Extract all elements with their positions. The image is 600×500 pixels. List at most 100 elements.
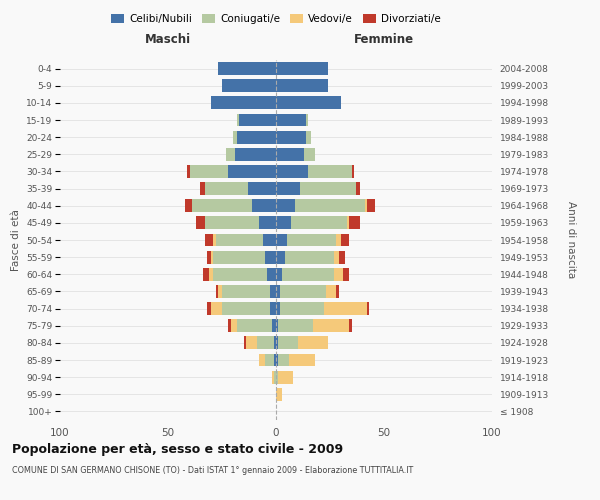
Bar xyxy=(337,285,338,298)
Bar xyxy=(185,200,192,212)
Bar xyxy=(276,96,341,110)
Bar xyxy=(367,200,376,212)
Bar xyxy=(334,268,343,280)
Bar xyxy=(280,285,326,298)
Bar xyxy=(289,354,315,366)
Bar xyxy=(207,250,211,264)
Bar xyxy=(276,80,328,92)
Bar xyxy=(257,336,274,349)
Bar xyxy=(237,320,272,332)
Bar xyxy=(244,336,246,349)
Bar xyxy=(367,302,369,315)
Bar xyxy=(272,370,274,384)
Bar xyxy=(356,182,360,195)
Bar xyxy=(276,320,278,332)
Bar xyxy=(205,182,248,195)
Bar xyxy=(276,268,283,280)
Bar xyxy=(203,268,209,280)
Bar xyxy=(274,354,276,366)
Bar xyxy=(215,285,218,298)
Bar xyxy=(205,234,214,246)
Bar xyxy=(222,302,269,315)
Bar xyxy=(276,182,300,195)
Bar xyxy=(276,148,304,160)
Bar xyxy=(187,165,190,178)
Bar xyxy=(218,62,276,75)
Bar xyxy=(343,268,349,280)
Bar xyxy=(268,268,276,280)
Bar xyxy=(211,96,276,110)
Bar xyxy=(239,114,276,126)
Bar xyxy=(276,250,284,264)
Bar xyxy=(349,216,360,230)
Text: Popolazione per età, sesso e stato civile - 2009: Popolazione per età, sesso e stato civil… xyxy=(12,442,343,456)
Bar xyxy=(229,165,276,178)
Bar xyxy=(276,336,278,349)
Bar xyxy=(334,250,338,264)
Bar xyxy=(365,200,367,212)
Bar xyxy=(200,182,205,195)
Bar xyxy=(349,320,352,332)
Bar xyxy=(341,234,349,246)
Bar xyxy=(306,114,308,126)
Bar xyxy=(229,320,230,332)
Bar xyxy=(276,130,306,143)
Bar xyxy=(248,182,276,195)
Bar xyxy=(205,216,259,230)
Bar xyxy=(295,200,365,212)
Bar xyxy=(283,268,334,280)
Bar xyxy=(222,285,269,298)
Bar xyxy=(278,336,298,349)
Bar xyxy=(276,114,306,126)
Bar xyxy=(308,165,352,178)
Bar xyxy=(352,165,354,178)
Bar xyxy=(291,216,347,230)
Bar xyxy=(274,370,276,384)
Bar xyxy=(323,302,367,315)
Bar xyxy=(211,250,214,264)
Legend: Celibi/Nubili, Coniugati/e, Vedovi/e, Divorziati/e: Celibi/Nubili, Coniugati/e, Vedovi/e, Di… xyxy=(107,10,445,29)
Bar xyxy=(278,370,293,384)
Bar xyxy=(196,216,205,230)
Bar xyxy=(259,354,265,366)
Bar xyxy=(265,250,276,264)
Text: Femmine: Femmine xyxy=(354,34,414,46)
Bar xyxy=(276,370,278,384)
Bar xyxy=(222,80,276,92)
Bar xyxy=(276,234,287,246)
Bar xyxy=(263,234,276,246)
Bar xyxy=(276,388,283,400)
Bar xyxy=(235,148,276,160)
Bar xyxy=(278,320,313,332)
Bar xyxy=(190,165,229,178)
Bar xyxy=(215,234,263,246)
Bar xyxy=(259,216,276,230)
Bar xyxy=(276,354,278,366)
Bar xyxy=(278,354,289,366)
Bar xyxy=(276,302,280,315)
Bar xyxy=(207,302,211,315)
Bar xyxy=(300,182,356,195)
Bar xyxy=(298,336,328,349)
Y-axis label: Fasce di età: Fasce di età xyxy=(11,209,20,271)
Bar xyxy=(326,285,337,298)
Bar xyxy=(209,268,214,280)
Bar xyxy=(237,130,276,143)
Bar xyxy=(313,320,349,332)
Bar xyxy=(265,354,274,366)
Bar xyxy=(276,62,328,75)
Bar xyxy=(276,285,280,298)
Bar xyxy=(214,250,265,264)
Bar xyxy=(226,148,235,160)
Bar xyxy=(274,336,276,349)
Bar xyxy=(276,165,308,178)
Text: COMUNE DI SAN GERMANO CHISONE (TO) - Dati ISTAT 1° gennaio 2009 - Elaborazione T: COMUNE DI SAN GERMANO CHISONE (TO) - Dat… xyxy=(12,466,413,475)
Bar xyxy=(237,114,239,126)
Bar xyxy=(246,336,257,349)
Bar xyxy=(269,285,276,298)
Bar xyxy=(337,234,341,246)
Bar xyxy=(287,234,337,246)
Bar xyxy=(304,148,315,160)
Bar xyxy=(214,268,268,280)
Bar xyxy=(347,216,349,230)
